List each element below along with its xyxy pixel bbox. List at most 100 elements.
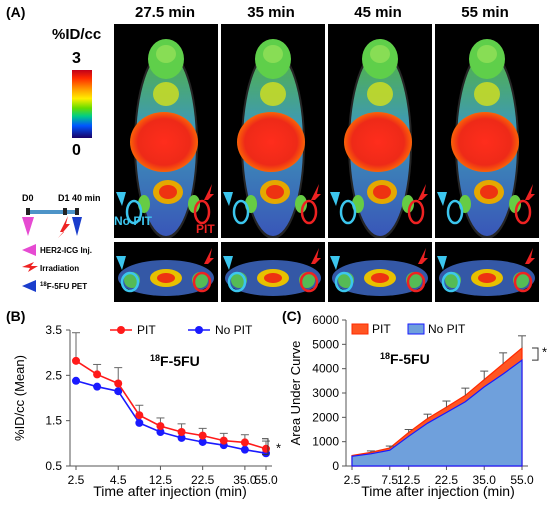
- data-point: [240, 438, 249, 447]
- legend-pet-sup: 18: [40, 282, 47, 288]
- pit-arrow-icon: [202, 184, 214, 206]
- data-point: [114, 379, 123, 388]
- legend-marker: [117, 326, 125, 334]
- y-tick-label: 3000: [312, 386, 339, 400]
- injection-arrow-icon: [22, 217, 34, 236]
- timeline-pet-marker: [75, 208, 79, 215]
- pet-coronal-image: [114, 24, 218, 238]
- x-tick-label: 35.0: [473, 473, 497, 487]
- legend-label: PIT: [372, 322, 391, 336]
- pet-arrow-icon: [72, 217, 82, 236]
- x-tick-label: 4.5: [110, 473, 127, 487]
- data-point: [198, 437, 207, 446]
- data-point: [93, 370, 102, 379]
- y-tick-label: 5000: [312, 337, 339, 351]
- data-point: [156, 422, 165, 431]
- data-point: [135, 411, 144, 420]
- legend-irradiation: Irradiation: [40, 264, 79, 273]
- pet-axial-image: [114, 242, 218, 302]
- x-tick-label: 2.5: [344, 473, 361, 487]
- pit-arrow-icon: [202, 248, 214, 270]
- legend-injection: HER2-ICG Inj.: [40, 246, 92, 255]
- data-point: [135, 418, 144, 427]
- y-tick-label: 2000: [312, 410, 339, 424]
- significance-marker: *: [542, 345, 547, 360]
- y-tick-label: 3.5: [45, 323, 62, 337]
- no-pit-arrow-icon: [437, 256, 447, 270]
- time-label-3: 45 min: [354, 4, 402, 21]
- no-pit-arrow-icon: [223, 192, 233, 206]
- timeline-d0-marker: [26, 208, 30, 215]
- colorbar-max: 3: [72, 50, 81, 67]
- x-axis-label: Time after injection (min): [361, 483, 515, 499]
- panel-c-label: (C): [282, 308, 302, 324]
- data-point: [72, 376, 80, 385]
- data-point: [177, 428, 186, 436]
- no-pit-roi: [232, 199, 250, 225]
- timeline-d1-marker: [63, 208, 67, 215]
- pet-legend-icon: [22, 280, 36, 292]
- legend-marker: [195, 326, 203, 334]
- panel-b-label: (B): [6, 308, 26, 324]
- time-label-2: 35 min: [247, 4, 295, 21]
- injection-legend-icon: [22, 244, 36, 256]
- pet-coronal-image: [221, 24, 325, 238]
- no-pit-roi: [120, 271, 140, 293]
- time-label-4: 55 min: [461, 4, 509, 21]
- pit-roi: [193, 199, 211, 225]
- pit-label: PIT: [196, 222, 215, 236]
- pet-axial-image: [328, 242, 432, 302]
- no-pit-arrow-icon: [330, 256, 340, 270]
- pit-roi: [406, 271, 426, 293]
- chart-b: 0.5 1.5 2.5 3.5 2.5 4.5 12.5 22.5 35.055.0 Time a…: [12, 323, 281, 499]
- x-tick-label: 55.0: [254, 473, 278, 487]
- no-pit-arrow-icon: [116, 256, 126, 270]
- pit-arrow-icon: [416, 184, 428, 206]
- x-tick-label: 12.5: [397, 473, 421, 487]
- time-label-1: 27.5 min: [134, 4, 196, 21]
- area-no-pit: [351, 358, 523, 467]
- y-axis-label: %ID/cc (Mean): [12, 355, 27, 441]
- y-tick-label: 0.5: [45, 459, 62, 473]
- no-pit-arrow-icon: [223, 256, 233, 270]
- series-line-no-pit: [75, 380, 267, 455]
- no-pit-roi: [227, 271, 247, 293]
- legend-label: No PIT: [215, 323, 253, 337]
- data-point: [240, 445, 249, 454]
- significance-bracket: [262, 438, 269, 456]
- legend-label: No PIT: [428, 322, 466, 336]
- x-tick-label: 7.5: [381, 473, 398, 487]
- colorbar-unit: %ID/cc: [52, 26, 102, 43]
- legend-label: PIT: [137, 323, 156, 337]
- y-tick-label: 0: [332, 459, 339, 473]
- colorbar: [72, 70, 92, 138]
- no-pit-roi: [334, 271, 354, 293]
- pit-roi: [300, 199, 318, 225]
- x-tick-label: 35.0: [233, 473, 257, 487]
- pet-axial-image: [221, 242, 325, 302]
- x-tick-label: 2.5: [68, 473, 85, 487]
- legend-pet-text: F-5FU PET: [47, 282, 88, 291]
- y-tick-label: 2.5: [45, 368, 62, 382]
- no-pit-roi: [125, 199, 143, 225]
- pit-arrow-icon: [309, 184, 321, 206]
- x-tick-label: 55.0: [510, 473, 534, 487]
- pit-arrow-icon: [309, 248, 321, 270]
- no-pit-arrow-icon: [116, 192, 126, 206]
- y-tick-label: 1000: [312, 435, 339, 449]
- treatment-timeline: D0 D1 40 min HER2-ICG Inj. Irradiation 1…: [22, 193, 101, 292]
- data-point: [156, 428, 165, 436]
- chart-title: 18F-5FU: [380, 351, 430, 367]
- data-point: [198, 431, 207, 440]
- no-pit-arrow-icon: [330, 192, 340, 206]
- pit-arrow-icon: [416, 248, 428, 270]
- timeline-d1: D1: [58, 193, 70, 203]
- panel-a-label: (A): [6, 4, 26, 20]
- pit-arrow-icon: [523, 248, 535, 270]
- timeline-d1-time: 40 min: [72, 193, 101, 203]
- data-point: [219, 436, 228, 445]
- y-tick-label: 6000: [312, 313, 339, 327]
- x-tick-label: 12.5: [149, 473, 173, 487]
- pit-roi: [407, 199, 425, 225]
- legend-swatch: [351, 323, 369, 335]
